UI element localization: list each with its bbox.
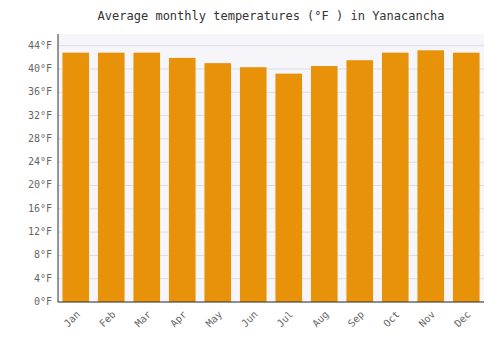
x-tick-label: Nov (417, 309, 438, 330)
bar (62, 53, 89, 302)
y-tick-label: 16°F (28, 203, 52, 214)
y-tick-label: 32°F (28, 110, 52, 121)
chart-svg: 0°F 4°F 8°F 12°F 16°F 20°F 24°F 28°F 32°F 36°F 40°… (0, 0, 500, 350)
bar (133, 53, 160, 302)
x-tick-label: Oct (381, 309, 402, 330)
grid-line (58, 45, 484, 46)
x-axis: Jan Feb Mar Apr May Jun Jul Aug Sep Oct Nov Dec (62, 309, 473, 330)
y-tick-label: 40°F (28, 63, 52, 74)
y-tick-label: 36°F (28, 86, 52, 97)
bar (204, 63, 231, 302)
bar (169, 58, 196, 302)
y-axis-line (58, 34, 59, 302)
x-tick-label: Sep (346, 309, 367, 330)
bar (275, 74, 302, 302)
x-tick-label: Feb (97, 309, 118, 330)
y-tick-label: 24°F (28, 156, 52, 167)
x-tick-label: Jun (239, 309, 260, 330)
grid-line (58, 302, 484, 303)
x-tick-label: Apr (168, 309, 189, 330)
bar (382, 53, 409, 302)
grid (58, 46, 484, 302)
y-tick-label: 12°F (28, 226, 52, 237)
plot-background (58, 34, 484, 302)
x-tick-label: Jan (62, 309, 83, 330)
chart-container: 0°F 4°F 8°F 12°F 16°F 20°F 24°F 28°F 32°F 36°F 40°… (0, 0, 500, 350)
y-tick-label: 0°F (34, 296, 52, 307)
bar (346, 60, 373, 302)
y-tick-label: 4°F (34, 273, 52, 284)
bar (98, 53, 125, 302)
y-axis: 0°F 4°F 8°F 12°F 16°F 20°F 24°F 28°F 32°F 36°F 40°… (28, 40, 52, 307)
y-tick-label: 28°F (28, 133, 52, 144)
page: {"chart_data": {"type": "bar", "title": … (0, 0, 500, 350)
x-axis-line (58, 302, 484, 303)
x-tick-label: May (204, 309, 225, 330)
x-tick-label: Aug (310, 309, 331, 330)
bar (311, 66, 338, 302)
y-tick-label: 8°F (34, 249, 52, 260)
bar (417, 50, 444, 302)
y-tick-label: 44°F (28, 40, 52, 51)
bars (62, 50, 479, 302)
title: Average monthly temperatures (°F ) in Ya… (98, 9, 445, 23)
bar (240, 67, 267, 302)
y-tick-label: 20°F (28, 179, 52, 190)
x-tick-label: Jul (275, 309, 296, 330)
x-tick-label: Mar (133, 309, 154, 330)
x-tick-label: Dec (452, 309, 473, 330)
bar (453, 53, 480, 302)
